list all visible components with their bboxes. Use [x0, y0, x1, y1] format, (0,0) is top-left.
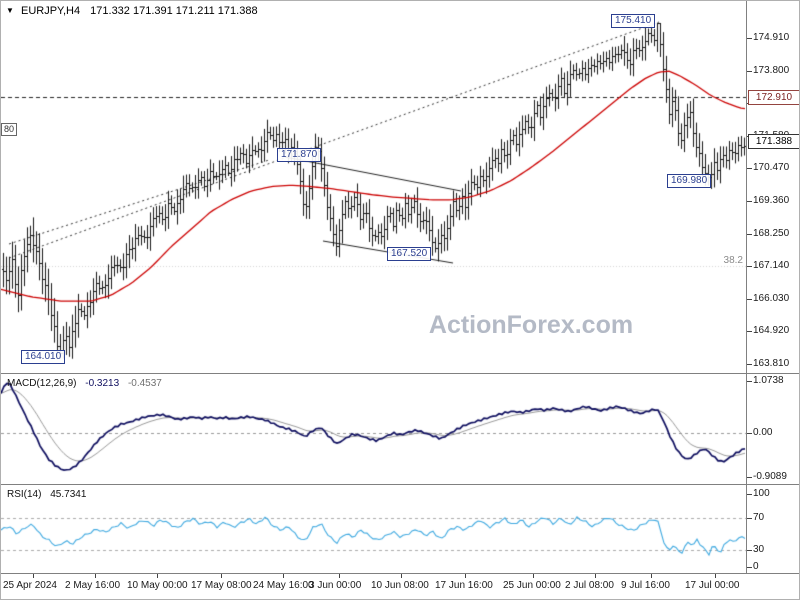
fib-382-label: 38.2: [723, 254, 743, 266]
price-chart-pane[interactable]: [1, 1, 747, 373]
time-axis-label: 2 Jul 08:00: [565, 580, 614, 591]
rsi-axis-tick: [747, 550, 752, 551]
price-axis-label: 169.360: [753, 195, 790, 206]
macd-title: MACD(12,26,9) -0.3213 -0.4537: [7, 378, 168, 389]
panel-separator-rsi[interactable]: [1, 484, 799, 485]
macd-axis-tick: [747, 381, 752, 382]
time-axis-tick: [465, 574, 466, 578]
macd-label: MACD(12,26,9): [7, 378, 77, 389]
price-axis-label: 168.250: [753, 227, 790, 239]
time-axis-label: 3 Jun 00:00: [309, 580, 362, 591]
price-axis-tick: [747, 201, 752, 202]
rsi-axis-label: 100: [753, 488, 770, 499]
macd-signal-value: -0.4537: [127, 378, 162, 389]
macd-axis-tick: [747, 477, 752, 478]
price-axis-label: 163.810: [753, 358, 790, 369]
price-axis-divider: [746, 1, 747, 574]
macd-axis-label: -0.9089: [753, 470, 787, 482]
price-axis-label: 164.920: [753, 325, 790, 337]
rsi-indicator-pane[interactable]: [1, 485, 747, 573]
time-axis-label: 2 May 16:00: [65, 580, 121, 591]
time-axis-tick: [651, 574, 652, 578]
watermark: ActionForex.com: [428, 311, 634, 339]
time-axis-tick: [33, 574, 34, 578]
price-axis-tick: [747, 331, 752, 332]
panel-separator-macd[interactable]: [1, 373, 799, 374]
left-edge-level-label: 80: [1, 123, 18, 136]
macd-axis-tick: [747, 433, 752, 434]
axis-label-resistance-price: 172.910: [748, 89, 799, 105]
symbol-timeframe-label: EURJPY,H4: [20, 5, 81, 17]
rsi-value: 45.7341: [50, 489, 87, 500]
price-axis-tick: [747, 38, 752, 39]
time-axis-label: 17 Jun 16:00: [435, 580, 493, 591]
time-axis-tick: [595, 574, 596, 578]
rsi-axis-tick: [747, 567, 752, 568]
time-axis-tick: [283, 574, 284, 578]
time-axis-tick: [157, 574, 158, 578]
price-flag-june-low[interactable]: 167.520: [387, 247, 432, 261]
macd-indicator-pane[interactable]: [1, 374, 747, 484]
price-flag-may-high[interactable]: 171.870: [277, 148, 322, 162]
time-axis-separator: [1, 573, 799, 574]
price-axis-tick: [747, 364, 752, 365]
price-flag-april-low[interactable]: 164.010: [21, 350, 66, 364]
price-axis-label: 170.470: [753, 162, 790, 174]
symbol-dropdown-icon[interactable]: ▼: [6, 6, 14, 15]
time-axis-label: 10 Jun 08:00: [371, 580, 429, 591]
rsi-axis-tick: [747, 518, 752, 519]
macd-axis-label: 1.0738: [753, 375, 784, 387]
time-axis[interactable]: 25 Apr 2024 2 May 16:00 10 May 00:00 17 May…: [1, 574, 799, 599]
time-axis-tick: [715, 574, 716, 578]
time-axis-tick: [339, 574, 340, 578]
rsi-axis-label: 70: [753, 512, 765, 523]
rsi-label: RSI(14): [7, 489, 42, 500]
price-axis-label: 174.910: [753, 32, 790, 43]
price-axis-tick: [747, 168, 752, 169]
rsi-axis-label: 0: [753, 561, 759, 572]
axis-label-last-price: 171.388: [748, 134, 799, 150]
rsi-axis-label: 30: [753, 544, 765, 555]
price-axis-tick: [747, 299, 752, 300]
time-axis-tick: [95, 574, 96, 578]
chart-title: ▼ EURJPY,H4 171.332 171.391 171.211 171.…: [6, 5, 258, 17]
time-axis-label: 17 May 08:00: [191, 580, 252, 591]
rsi-axis-tick: [747, 494, 752, 495]
macd-main-value: -0.3213: [85, 378, 120, 389]
price-flag-july-low[interactable]: 169.980: [667, 174, 712, 188]
time-axis-label: 9 Jul 16:00: [621, 580, 670, 591]
time-axis-label: 24 May 16:00: [253, 580, 314, 591]
time-axis-tick: [533, 574, 534, 578]
price-axis-label: 173.800: [753, 64, 790, 76]
price-axis-label: 167.140: [753, 260, 790, 272]
price-axis-tick: [747, 234, 752, 235]
price-axis-label: 166.030: [753, 292, 790, 304]
time-axis-label: 10 May 00:00: [127, 580, 188, 591]
price-axis-tick: [747, 71, 752, 72]
time-axis-label: 25 Jun 00:00: [503, 580, 561, 591]
time-axis-tick: [221, 574, 222, 578]
price-flag-top-high[interactable]: 175.410: [611, 14, 656, 28]
rsi-title: RSI(14) 45.7341: [7, 489, 92, 500]
time-axis-label: 25 Apr 2024: [3, 580, 57, 591]
price-axis-tick: [747, 266, 752, 267]
ohlc-readout: 171.332 171.391 171.211 171.388: [90, 5, 258, 17]
time-axis-label: 17 Jul 00:00: [685, 580, 740, 591]
time-axis-tick: [401, 574, 402, 578]
macd-axis-label: 0.00: [753, 427, 773, 438]
